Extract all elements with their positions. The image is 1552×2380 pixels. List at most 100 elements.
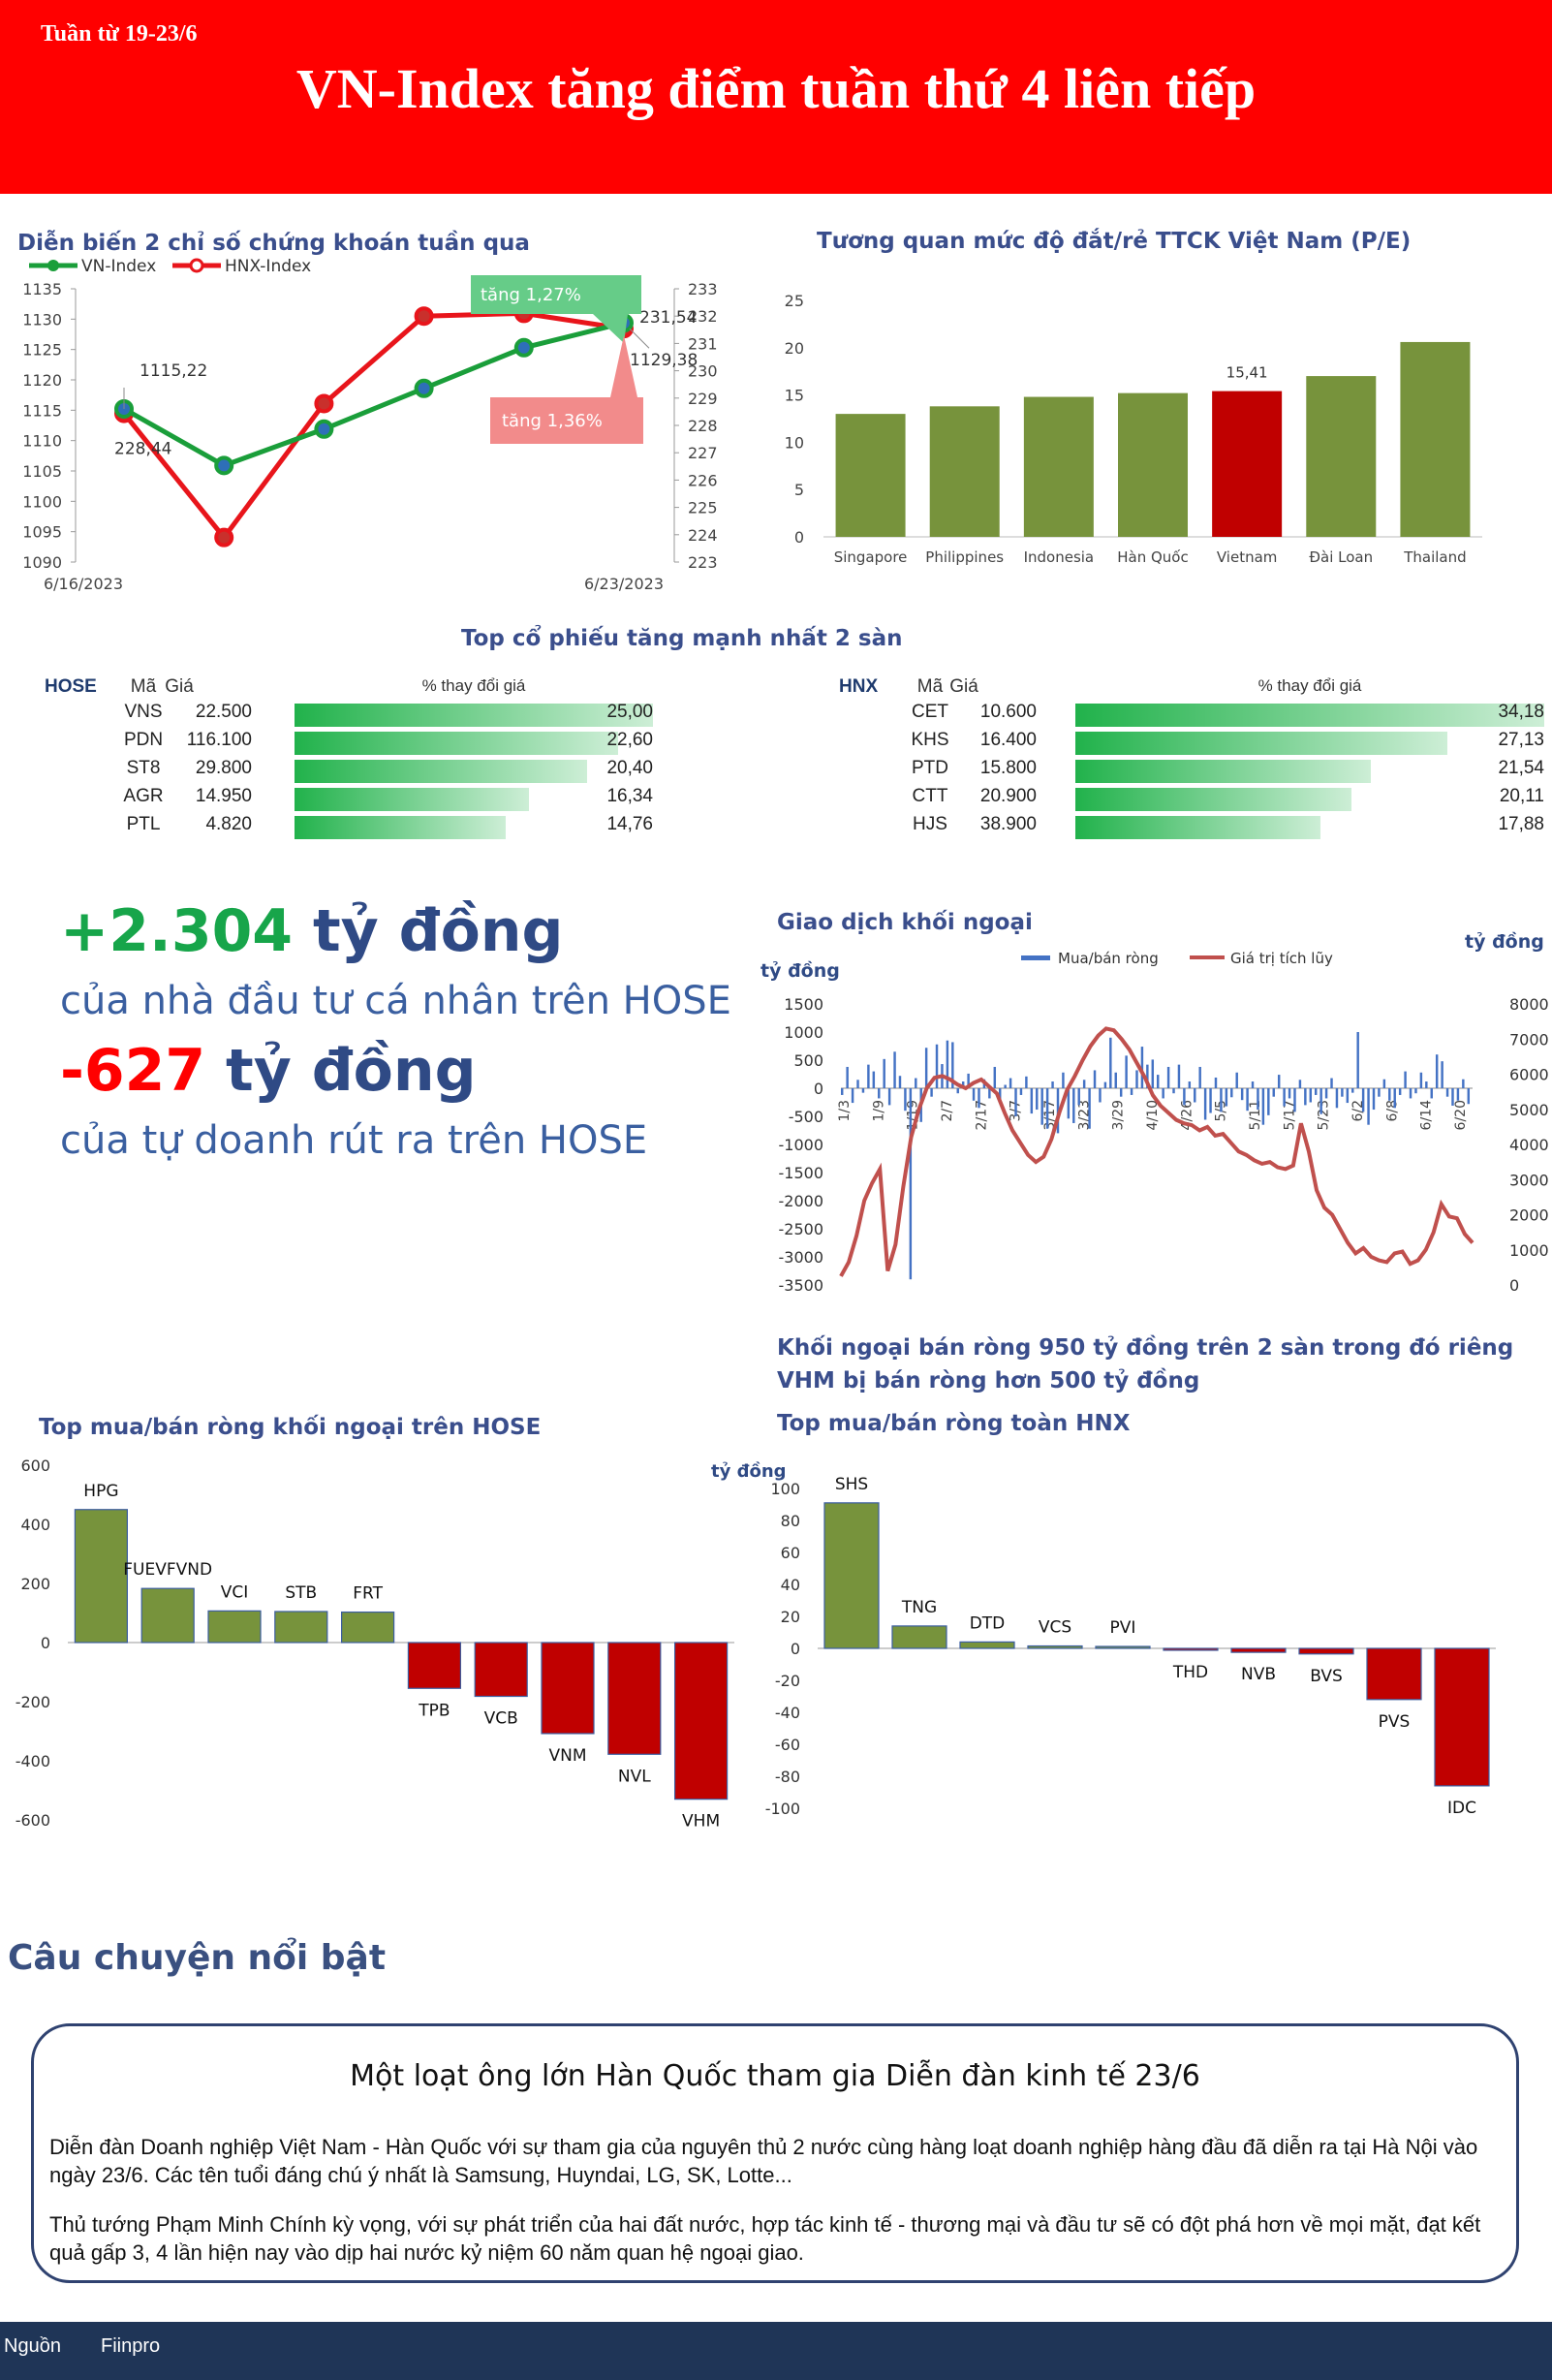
pe-title: Tương quan mức độ đắt/rẻ TTCK Việt Nam (… — [817, 229, 1412, 254]
col-header-code: Mã — [130, 676, 157, 697]
top-stocks-tables: HOSE Mã Giá% thay đổi giá VNS 22.500 25,00 PDN… — [0, 669, 1552, 843]
left-tick-label: 1095 — [22, 523, 62, 542]
daily-net-bar — [1351, 1088, 1354, 1093]
daily-net-bar — [898, 1076, 902, 1088]
right-tick-label: 225 — [688, 499, 718, 517]
retail-flow-figure: +2.304 tỷ đồng — [60, 897, 563, 965]
indices-chart: 1090 1095 1100 1105 1110 1115 1120 1125 1130 1135… — [22, 257, 718, 593]
vn-index-line — [122, 320, 625, 469]
daily-net-bar — [1082, 1080, 1086, 1088]
net-bar-label: FUEVFVND — [123, 1560, 212, 1580]
daily-net-bar — [1319, 1088, 1322, 1114]
daily-net-bar — [1257, 1088, 1259, 1111]
vn-index-point — [314, 419, 334, 439]
foreign-note-line-2: VHM bị bán ròng hơn 500 tỷ đồng — [777, 1368, 1200, 1394]
daily-net-bar — [861, 1088, 865, 1093]
right-tick-label: 7000 — [1509, 1030, 1549, 1049]
daily-net-bar — [956, 1088, 959, 1094]
pe-tick-label: 20 — [785, 339, 804, 358]
pct-bar — [1075, 732, 1447, 755]
stock-code: ST8 — [126, 758, 161, 778]
left-tick-label: -2500 — [779, 1220, 824, 1238]
daily-net-bar — [1072, 1088, 1075, 1123]
daily-net-bar — [1119, 1088, 1123, 1097]
daily-net-bar — [1451, 1088, 1454, 1106]
legend-cumulative-label: Giá trị tích lũy — [1230, 950, 1333, 967]
daily-net-bar — [1109, 1037, 1112, 1088]
right-tick-label: 230 — [688, 362, 718, 381]
daily-net-bar — [1283, 1088, 1286, 1107]
net-bar — [140, 1587, 195, 1644]
col-header-pct: % thay đổi giá — [1257, 676, 1362, 695]
daily-net-bar — [946, 1040, 949, 1088]
daily-net-bar — [883, 1058, 885, 1088]
pe-tick-label: 0 — [794, 528, 804, 547]
net-bar — [823, 1502, 880, 1649]
right-tick-label: 231 — [688, 334, 718, 353]
daily-net-bar — [1077, 1088, 1080, 1106]
hnx-start-label: 228,44 — [114, 440, 171, 459]
daily-net-bar — [1467, 1088, 1471, 1105]
pe-chart: 0 5 10 15 20 25 Singapore Philippines Indonesia… — [785, 292, 1482, 566]
net-bar-label: THD — [1172, 1663, 1208, 1682]
y-tick-label: 100 — [770, 1480, 800, 1498]
hnx-index-line — [122, 310, 625, 542]
daily-net-bar — [1419, 1072, 1423, 1088]
daily-net-bar — [1230, 1088, 1233, 1098]
legend-hnx-label: HNX-Index — [225, 257, 311, 276]
y-tick-label: 40 — [781, 1576, 800, 1594]
daily-net-bar — [1335, 1088, 1339, 1109]
pct-value: 17,88 — [1498, 814, 1544, 834]
daily-net-bar — [1398, 1088, 1402, 1095]
vn-index-point — [414, 378, 434, 398]
pe-category-label: Indonesia — [1024, 548, 1095, 566]
daily-net-bar — [1045, 1088, 1049, 1129]
daily-net-bar — [1157, 1075, 1160, 1088]
left-tick-label: -3000 — [779, 1248, 824, 1267]
net-bar — [341, 1611, 395, 1644]
right-tick-label: 8000 — [1509, 995, 1549, 1014]
x-tick-label: 6/14 — [1419, 1100, 1435, 1131]
top-stocks-title: Top cổ phiếu tăng mạnh nhất 2 sàn — [461, 626, 903, 651]
daily-net-bar — [1378, 1088, 1381, 1097]
net-bar-label: DTD — [970, 1613, 1006, 1633]
left-tick-label: 1105 — [22, 462, 62, 481]
stock-code: HJS — [913, 814, 947, 834]
right-tick-label: 232 — [688, 307, 718, 326]
daily-net-bar — [1162, 1088, 1164, 1099]
pe-bar — [1023, 396, 1094, 537]
hnx-callout-label: tăng 1,27% — [481, 285, 581, 305]
daily-net-bar — [1056, 1088, 1060, 1134]
hose-net-chart: 600 400 200 0 -200 -400 -600 HPG FUEVFVND VCI STB… — [16, 1456, 734, 1832]
pct-value: 20,40 — [606, 758, 653, 778]
net-bar-label: NVL — [618, 1767, 651, 1786]
hnx-index-point — [314, 393, 334, 414]
daily-net-bar — [1330, 1078, 1333, 1088]
pct-bar — [1075, 760, 1371, 783]
pct-value: 25,00 — [606, 702, 653, 722]
legend-daily-label: Mua/bán ròng — [1058, 950, 1159, 967]
pct-bar — [295, 704, 653, 727]
daily-net-bar — [1309, 1088, 1313, 1103]
daily-net-bar — [930, 1088, 933, 1097]
stock-code: AGR — [123, 786, 164, 806]
pe-category-label: Singapore — [834, 548, 908, 566]
net-bar-label: VHM — [682, 1812, 720, 1832]
daily-net-bar — [1093, 1070, 1097, 1088]
net-bar-label: PVS — [1379, 1712, 1411, 1732]
daily-net-bar — [1114, 1072, 1117, 1088]
daily-net-bar — [1051, 1081, 1054, 1088]
left-tick-label: 500 — [793, 1051, 823, 1070]
hose-net-title: Top mua/bán ròng khối ngoại trên HOSE — [39, 1415, 542, 1440]
daily-net-bar — [993, 1066, 997, 1088]
right-tick-label: 229 — [688, 390, 718, 408]
pe-bar — [1118, 392, 1188, 537]
pe-bar — [835, 414, 906, 537]
y-tick-label: 0 — [41, 1634, 50, 1652]
pe-bar — [1212, 391, 1283, 537]
daily-net-bar — [904, 1088, 907, 1112]
hnx-net-title: Top mua/bán ròng toàn HNX — [777, 1411, 1131, 1436]
y-tick-label: 600 — [20, 1456, 50, 1475]
pct-bar — [1075, 704, 1544, 727]
y-tick-label: -600 — [16, 1811, 50, 1830]
